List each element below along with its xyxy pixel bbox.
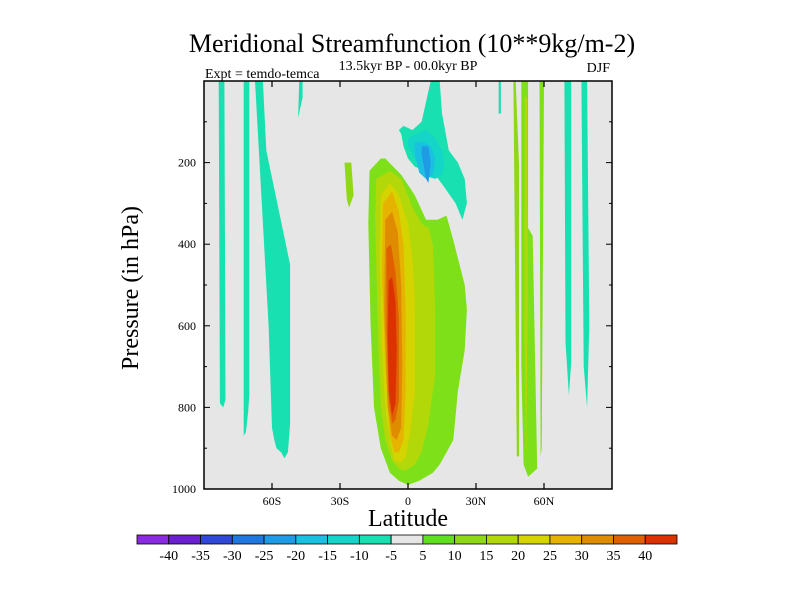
season-label: DJF [587,61,611,76]
colorbar-label: -10 [350,549,369,564]
colorbar-label: 20 [511,549,525,564]
contour-sh-band-3 [255,81,291,459]
contour-sh-polar-band-1 [218,81,226,408]
colorbar-label: 25 [543,549,557,564]
contour-sh-band-4 [298,81,303,118]
colorbar-label: 40 [638,549,652,564]
colorbar-swatch [390,534,424,545]
contour-fills [218,81,590,485]
colorbar-swatch [358,534,392,545]
colorbar-swatch [168,534,201,545]
x-tick-label: 60S [263,494,282,508]
colorbar-label: -30 [223,549,242,564]
colorbar-label: 15 [479,549,493,564]
contour-nh-blue-core [421,146,431,183]
colorbar-swatch [644,534,678,545]
colorbar-label: 30 [575,549,589,564]
x-tick-label: 30N [466,494,487,508]
colorbar-swatch [136,534,170,545]
colorbar: -40 -35 -30 -25 -20 -15 -10 -5 5 10 15 20 25 30 35 40 [136,534,678,564]
chart-title: Meridional Streamfunction (10**9kg/m-2) [189,29,635,58]
colorbar-swatch [454,534,487,545]
colorbar-label: -40 [159,549,178,564]
colorbar-swatch [486,534,519,545]
colorbar-label: -25 [255,549,274,564]
colorbar-swatch [327,534,360,545]
axis-ticks: 60S 30S 0 30N 60N 200 400 600 800 1000 [172,81,612,508]
colorbar-swatch [263,534,297,545]
colorbar-label: -15 [318,549,337,564]
contour-nh-band-e [539,81,544,457]
y-tick-label: 600 [178,319,196,333]
colorbar-swatch [517,534,551,545]
x-axis-title: Latitude [368,506,448,532]
colorbar-label: 35 [606,549,620,564]
colorbar-label: -20 [286,549,305,564]
contour-nh-band-f [581,81,590,408]
colorbar-label: -5 [385,549,397,564]
contour-nh-band-a [513,81,520,457]
experiment-label: Expt = temdo-temca [205,67,320,82]
y-tick-label: 800 [178,400,196,414]
colorbar-swatch [549,534,583,545]
colorbar-swatch [200,534,233,545]
colorbar-label: -35 [191,549,210,564]
contour-nh-band-c [524,97,528,461]
colorbar-swatch [581,534,614,545]
y-axis-title: Pressure (in hPa) [118,206,144,370]
contour-sh-band-2 [243,81,250,436]
colorbar-swatch [231,534,265,545]
x-tick-label: 60N [534,494,555,508]
colorbar-swatch [613,534,646,545]
y-tick-label: 400 [178,237,196,251]
contour-nh-band-b [564,81,572,396]
plot-area: 60S 30S 0 30N 60N 200 400 600 800 1000 [172,80,613,508]
contour-nh-top-blip [498,81,501,114]
y-tick-label: 200 [178,156,196,170]
colorbar-swatch [295,534,328,545]
colorbar-swatch [422,534,456,545]
contour-eq-red-core [387,276,397,416]
contour-sh-small-blip [344,162,354,208]
y-tick-label: 1000 [172,482,196,496]
chart-subtitle: 13.5kyr BP - 00.0kyr BP [339,59,478,74]
x-tick-label: 0 [405,494,411,508]
colorbar-label: 5 [419,549,426,564]
x-tick-label: 30S [331,494,350,508]
colorbar-label: 10 [448,549,462,564]
